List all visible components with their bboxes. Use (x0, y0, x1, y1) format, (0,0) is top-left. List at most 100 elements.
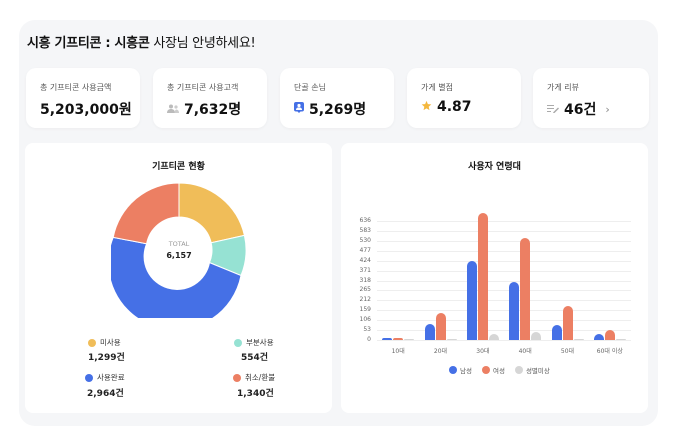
page-title: 시흥 기프티콘 : 시흥콘 사장님 안녕하세요! (27, 32, 256, 51)
x-tick-label: 20대 (433, 348, 448, 355)
bar-성별미상[interactable] (615, 338, 626, 340)
bar-성별미상[interactable] (488, 334, 499, 340)
star-icon (421, 100, 432, 114)
gridline (377, 230, 631, 232)
legend-value-used: 2,964건 (87, 389, 124, 399)
legend-label: 여성 (492, 367, 505, 375)
bar-여성[interactable] (562, 305, 573, 340)
legend-male[interactable]: 남성 (449, 365, 472, 375)
legend-female[interactable]: 여성 (481, 365, 505, 375)
stat-label: 가게 별점 (421, 83, 453, 92)
legend-value-partial: 554건 (241, 353, 269, 363)
legend-dot-icon (88, 338, 96, 347)
donut-chart (111, 182, 247, 318)
stat-value-text: 4.87 (437, 99, 472, 115)
bar-여성[interactable] (604, 330, 615, 340)
x-tick-label: 60대 이상 (596, 348, 623, 355)
bar-성별미상[interactable] (404, 338, 415, 340)
bar-여성[interactable] (393, 338, 404, 340)
legend-dot-icon (449, 366, 457, 374)
age-group-card: 사용자 연령대 0 53 106 159 212 265 318 371 424 477 530 58… (341, 143, 648, 413)
bar-chart: 0 53 106 159 212 265 318 371 424 477 530 583 636 10대 2… (341, 143, 648, 413)
bar-여성[interactable] (477, 212, 488, 340)
bar-여성[interactable] (435, 313, 446, 340)
x-tick-label: 40대 (518, 348, 532, 355)
stat-card-rating: 가게 별점 4.87 (407, 68, 521, 128)
gridline (377, 250, 631, 252)
stat-label: 총 기프티콘 사용금액 (40, 83, 112, 92)
stat-card-total-amount: 총 기프티콘 사용금액 5,203,000원 (26, 68, 140, 128)
y-tick-label: 583 (359, 226, 371, 234)
donut-center-value: 6,157 (166, 251, 192, 260)
y-tick-label: 106 (359, 316, 371, 324)
bar-여성[interactable] (520, 238, 531, 340)
bar-남성[interactable] (424, 323, 435, 340)
stat-card-reviews[interactable]: 가게 리뷰 46건 › (533, 68, 649, 128)
slice-used[interactable] (111, 236, 242, 318)
legend-unknown[interactable]: 성별미상 (514, 365, 550, 375)
stat-card-regulars: 단골 손님 5,269명 (280, 68, 394, 128)
bar-성별미상[interactable] (446, 338, 457, 340)
y-tick-label: 371 (359, 266, 371, 274)
gridline (377, 310, 631, 312)
legend-partial: 부분사용 (234, 337, 274, 348)
slice-unused[interactable] (178, 182, 245, 244)
x-tick-label: 50대 (560, 348, 575, 355)
page-title-greeting: 사장님 안녕하세요! (149, 36, 256, 51)
legend-dot-icon (233, 373, 241, 382)
stat-value-text: 5,203,000원 (40, 102, 132, 118)
stat-value-text: 7,632명 (184, 102, 242, 118)
bar-성별미상[interactable] (531, 331, 542, 340)
gridline (377, 280, 631, 282)
legend-value-unused: 1,299건 (88, 353, 125, 363)
people-icon (167, 103, 179, 116)
y-tick-label: 477 (359, 246, 371, 254)
donut-chart-title: 기프티콘 현황 (152, 162, 205, 172)
bar-남성[interactable] (466, 261, 477, 340)
y-tick-label: 424 (359, 256, 371, 264)
x-tick-label: 30대 (476, 348, 490, 355)
y-tick-label: 53 (363, 326, 371, 334)
bar-남성[interactable] (509, 281, 520, 340)
y-tick-label: 636 (359, 217, 371, 224)
bar-legend: 남성 여성 성별미상 (449, 365, 550, 375)
stat-value: 5,203,000원 (40, 99, 132, 119)
stat-card-total-customers: 총 기프티콘 사용고객 7,632명 (153, 68, 267, 128)
stat-label: 단골 손님 (294, 83, 326, 92)
legend-dot-icon (85, 373, 93, 382)
x-tick-label: 10대 (391, 348, 405, 355)
stat-label: 가게 리뷰 (547, 83, 579, 92)
gridline (377, 320, 631, 322)
legend-used: 사용완료 (85, 372, 125, 383)
stat-value-text: 5,269명 (309, 102, 367, 118)
legend-dot-icon (234, 338, 242, 347)
legend-label: 성별미상 (525, 367, 550, 375)
gridline (377, 340, 631, 341)
chevron-right-icon[interactable]: › (605, 102, 610, 116)
person-badge-icon (294, 102, 304, 116)
bar-chart-title: 사용자 연령대 (468, 162, 521, 172)
bar-남성[interactable] (382, 337, 393, 340)
bar-남성[interactable] (551, 325, 562, 340)
legend-label: 사용완료 (97, 373, 125, 382)
stat-value: 5,269명 (294, 99, 366, 119)
gifticon-status-card: 기프티콘 현황 TOTAL 6,157 미사용 1,299건 부분사용 554건… (25, 143, 332, 413)
legend-dot-icon (514, 366, 523, 374)
legend-dot-icon (481, 366, 490, 374)
bar-성별미상[interactable] (573, 338, 584, 340)
donut-center-label: TOTAL (168, 240, 190, 248)
slice-refund[interactable] (112, 182, 180, 245)
bar-남성[interactable] (593, 334, 604, 340)
stat-value: 46건 › (547, 99, 610, 119)
review-edit-icon (547, 103, 559, 116)
gridline (377, 290, 631, 292)
legend-label: 남성 (460, 367, 472, 375)
stat-value: 4.87 (421, 99, 472, 115)
legend-label: 미사용 (100, 338, 121, 347)
y-tick-label: 265 (359, 286, 371, 294)
y-tick-label: 530 (359, 236, 371, 244)
legend-refund: 취소/환불 (233, 372, 275, 383)
gridline (377, 270, 631, 272)
gridline (377, 330, 631, 332)
